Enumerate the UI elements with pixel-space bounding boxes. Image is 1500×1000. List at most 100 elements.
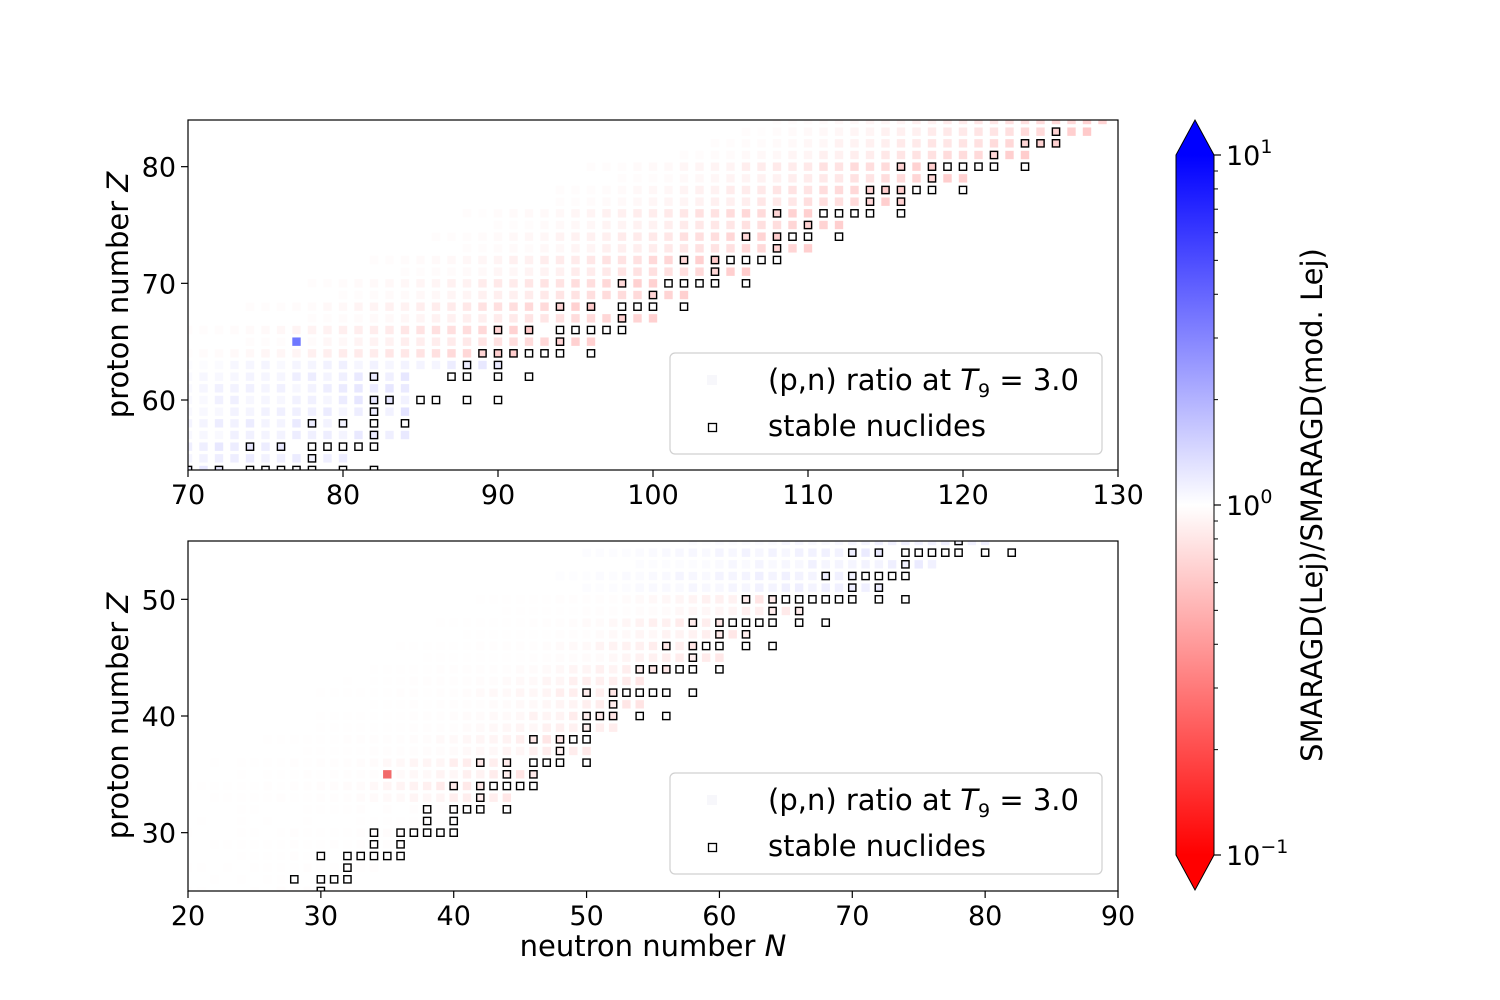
bottom-ratio-cell: [210, 793, 219, 802]
bottom-ratio-cell: [662, 571, 671, 581]
bottom-ratio-cell: [980, 541, 990, 546]
bottom-ratio-cell: [436, 746, 445, 756]
top-ratio-cell: [1005, 120, 1014, 125]
bottom-ratio-cell: [316, 723, 326, 732]
top-ratio-cell: [524, 302, 534, 311]
bottom-ratio-cell: [834, 548, 844, 557]
top-ratio-cell: [261, 419, 270, 428]
bottom-ratio-cell: [329, 886, 339, 891]
top-stable-nuclide-marker: [602, 325, 611, 335]
top-ratio-cell: [199, 442, 208, 451]
bottom-ratio-cell: [728, 541, 737, 546]
bottom-ratio-cell: [595, 595, 605, 604]
bottom-ratio-cell: [436, 711, 445, 721]
bottom-ratio-cell: [329, 840, 339, 849]
top-ratio-cell: [943, 127, 952, 136]
bottom-ratio-cell: [329, 735, 339, 744]
top-ratio-cell: [788, 197, 797, 206]
top-ratio-cell: [927, 150, 937, 160]
bottom-ratio-cell: [449, 746, 458, 756]
top-ratio-cell: [214, 384, 224, 393]
top-ratio-cell: [214, 395, 224, 405]
top-ratio-cell: [834, 127, 844, 136]
bottom-ratio-cell: [449, 781, 458, 791]
bottom-ratio-cell: [449, 700, 458, 709]
top-ratio-cell: [385, 430, 394, 440]
top-ratio-cell: [276, 372, 286, 381]
top-ratio-cell: [369, 255, 379, 265]
top-ratio-cell: [555, 314, 565, 323]
bottom-ratio-cell: [422, 758, 432, 767]
bottom-ratio-cell: [476, 595, 485, 604]
bottom-stable-nuclide-marker: [715, 641, 724, 651]
top-ratio-cell: [214, 360, 224, 370]
bottom-ratio-cell: [236, 781, 246, 791]
top-ratio-cell: [664, 255, 673, 265]
top-ratio-cell: [772, 232, 782, 241]
top-ratio-cell: [602, 185, 611, 195]
bottom-ratio-cell: [409, 781, 419, 791]
bottom-ratio-cell: [529, 595, 538, 604]
top-ratio-cell: [478, 302, 487, 311]
bottom-ratio-cell: [422, 723, 432, 732]
top-ratio-cell: [245, 337, 255, 346]
top-ratio-cell: [188, 442, 193, 451]
bottom-ratio-cell: [861, 560, 870, 569]
top-ratio-cell: [524, 314, 534, 323]
bottom-ratio-cell: [356, 828, 365, 837]
bottom-ratio-cell: [250, 875, 259, 884]
bottom-ratio-cell: [369, 735, 379, 744]
bottom-ratio-cell: [662, 653, 671, 662]
top-ratio-cell: [617, 244, 627, 253]
top-ratio-cell: [509, 349, 518, 358]
bottom-ratio-cell: [542, 630, 551, 639]
bottom-ratio-cell: [250, 816, 259, 826]
bottom-ratio-cell: [356, 805, 365, 814]
bottom-stable-nuclide-marker: [648, 665, 658, 674]
bottom-stable-nuclide-marker: [901, 595, 910, 604]
bottom-ratio-cell: [316, 886, 326, 891]
top-ratio-cell: [188, 372, 193, 381]
top-ratio-cell: [416, 267, 425, 276]
bottom-ratio-cell: [210, 875, 219, 884]
top-ratio-cell: [447, 255, 456, 265]
top-ratio-cell: [896, 185, 906, 195]
bottom-ratio-cell: [582, 746, 591, 756]
top-ratio-cell: [726, 162, 735, 171]
top-ratio-cell: [540, 302, 549, 311]
bottom-ratio-cell: [555, 595, 565, 604]
bottom-ratio-cell: [675, 548, 684, 557]
bottom-ratio-cell: [967, 541, 977, 546]
top-ratio-cell: [819, 139, 828, 148]
bottom-ratio-cell: [622, 548, 631, 557]
top-ratio-cell: [602, 267, 611, 276]
top-ratio-cell: [648, 174, 658, 183]
bottom-stable-nuclide-marker: [475, 793, 485, 802]
bottom-ratio-cell: [595, 723, 605, 732]
top-stable-nuclide-marker: [307, 454, 317, 463]
bottom-ratio-cell: [476, 700, 485, 709]
bottom-ratio-cell: [329, 770, 339, 779]
top-ratio-cell: [230, 372, 239, 381]
top-ratio-cell: [400, 290, 410, 300]
bottom-stable-nuclide-marker: [422, 805, 432, 814]
bottom-ratio-cell: [422, 816, 432, 826]
bottom-ratio-cell: [755, 560, 764, 569]
top-ratio-cell: [478, 279, 487, 288]
top-ratio-cell: [648, 197, 658, 206]
bottom-ratio-cell: [622, 665, 631, 674]
bottom-ratio-cell: [755, 583, 764, 592]
bottom-ratio-cell: [369, 723, 379, 732]
bottom-ratio-cell: [715, 571, 724, 581]
bottom-ratio-cell: [188, 828, 193, 837]
bottom-x-tick-label: 20: [171, 901, 205, 932]
top-ratio-cell: [772, 162, 782, 171]
top-ratio-cell: [555, 290, 565, 300]
top-ratio-cell: [865, 150, 875, 160]
bottom-ratio-cell: [329, 711, 339, 721]
top-ratio-cell: [400, 384, 410, 393]
top-stable-nuclide-marker: [1020, 162, 1030, 171]
bottom-stable-nuclide-marker: [874, 548, 884, 557]
top-ratio-cell: [664, 197, 673, 206]
top-ratio-cell: [1036, 139, 1045, 148]
